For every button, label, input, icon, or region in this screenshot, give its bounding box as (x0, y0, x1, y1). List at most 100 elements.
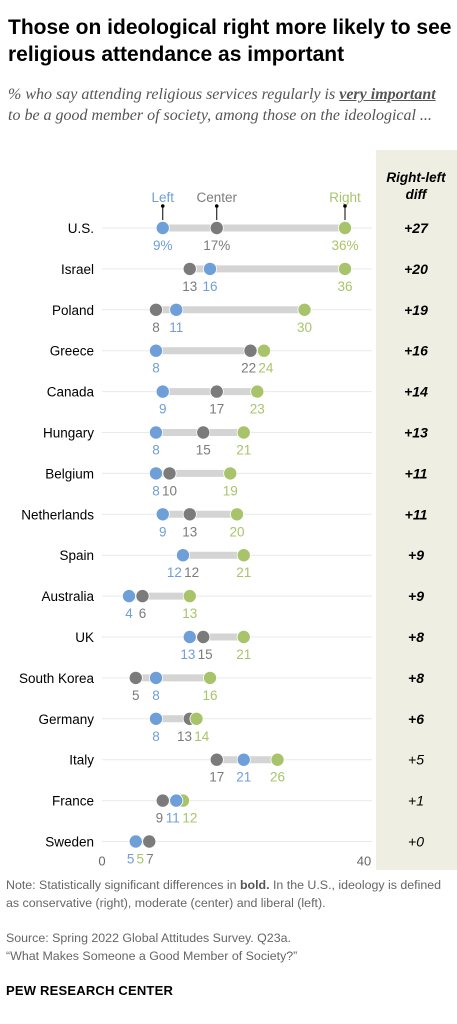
value-label-center-belgium: 10 (162, 483, 177, 498)
dot-left-u-s- (155, 221, 170, 236)
value-label-center-italy: 17 (209, 770, 224, 785)
dot-plot-chart: Right-left diff Left Center Right U.S. 9% 17% 36… (19, 150, 457, 870)
dot-right-south-korea (202, 670, 217, 685)
value-label-center-uk: 15 (198, 647, 213, 662)
brand-logo-text: PEW RESEARCH CENTER (6, 983, 174, 998)
diff-value-italy: +5 (408, 752, 424, 768)
diff-value-germany: +6 (408, 711, 424, 727)
value-label-right-france: 12 (182, 811, 197, 826)
legend-leader-dot-center (214, 204, 219, 208)
dot-center-u-s- (209, 221, 224, 236)
dot-left-israel (202, 261, 217, 276)
diff-column-panel (376, 150, 457, 870)
value-label-right-sweden: 5 (136, 852, 144, 867)
note-rest: In the U.S., ideology is defined as cons… (6, 878, 442, 910)
value-label-right-canada: 23 (250, 402, 265, 417)
country-label-germany: Germany (38, 712, 94, 727)
value-label-left-greece: 8 (152, 361, 160, 376)
value-label-right-uk: 21 (236, 647, 251, 662)
value-label-right-hungary: 21 (236, 443, 251, 458)
value-label-center-israel: 13 (182, 279, 197, 294)
dot-center-israel (182, 261, 197, 276)
value-label-center-netherlands: 13 (182, 524, 197, 539)
value-label-center-spain: 12 (184, 565, 199, 580)
chart-subtitle: % who say attending religious services r… (8, 84, 448, 126)
dot-center-hungary (196, 425, 211, 440)
value-label-right-italy: 26 (270, 770, 285, 785)
diff-value-canada: +14 (404, 384, 428, 400)
country-label-spain: Spain (59, 548, 94, 563)
dot-left-australia (122, 589, 137, 604)
value-label-right-south-korea: 16 (202, 688, 217, 703)
dot-left-netherlands (155, 507, 170, 522)
dot-right-australia (182, 589, 197, 604)
value-label-right-germany: 14 (194, 729, 210, 744)
country-label-uk: UK (75, 630, 94, 645)
value-label-center-poland: 8 (152, 320, 160, 335)
x-tick-label-0: 0 (98, 854, 105, 869)
dot-left-uk (182, 629, 197, 644)
value-label-left-germany: 8 (152, 729, 160, 744)
value-label-right-netherlands: 20 (229, 524, 244, 539)
value-label-left-spain: 12 (167, 565, 182, 580)
value-label-left-canada: 9 (159, 402, 167, 417)
country-label-netherlands: Netherlands (21, 507, 94, 522)
value-label-center-hungary: 15 (196, 443, 211, 458)
legend-leader-dot-left (160, 204, 165, 208)
dot-right-u-s- (337, 221, 352, 236)
value-label-center-australia: 6 (139, 606, 147, 621)
diff-value-u-s-: +27 (404, 220, 429, 236)
value-label-left-italy: 21 (236, 770, 251, 785)
value-label-left-u-s-: 9% (153, 238, 173, 253)
legend-left: Left (151, 190, 174, 205)
dot-right-italy (270, 752, 285, 767)
country-label-australia: Australia (41, 589, 94, 604)
dot-left-belgium (148, 466, 163, 481)
dot-left-spain (175, 548, 190, 563)
diff-value-france: +1 (408, 793, 424, 809)
value-label-left-netherlands: 9 (159, 524, 167, 539)
value-label-left-israel: 16 (202, 279, 217, 294)
note-bold: bold. (239, 878, 270, 892)
diff-value-australia: +9 (408, 588, 424, 604)
country-label-israel: Israel (61, 262, 94, 277)
diff-value-south-korea: +8 (408, 670, 424, 686)
chart-note: Note: Statistically significant differen… (6, 877, 446, 912)
value-label-left-south-korea: 8 (152, 688, 160, 703)
value-label-center-canada: 17 (209, 402, 224, 417)
dot-center-poland (148, 302, 163, 317)
dot-right-israel (337, 261, 352, 276)
dot-center-sweden (142, 834, 157, 849)
dot-right-uk (236, 629, 251, 644)
subtitle-text-after: to be a good member of society, among th… (8, 107, 432, 124)
dot-left-sweden (128, 834, 143, 849)
value-label-center-france: 9 (156, 811, 164, 826)
value-label-left-poland: 11 (169, 320, 183, 335)
diff-value-netherlands: +11 (405, 506, 428, 522)
country-label-poland: Poland (52, 303, 94, 318)
diff-value-sweden: +0 (408, 834, 424, 850)
source-line-1: Source: Spring 2022 Global Attitudes Sur… (6, 931, 291, 945)
value-label-center-south-korea: 5 (132, 688, 140, 703)
legend-right: Right (329, 190, 361, 205)
value-label-left-france: 11 (166, 811, 180, 826)
dot-left-france (169, 793, 184, 808)
diff-value-spain: +9 (408, 547, 424, 563)
diff-value-poland: +19 (404, 302, 428, 318)
dot-right-belgium (223, 466, 238, 481)
dot-left-greece (148, 343, 163, 358)
dot-right-netherlands (229, 507, 244, 522)
dot-right-germany (189, 711, 204, 726)
dot-left-italy (236, 752, 251, 767)
diff-header-line-1: Right-left (386, 170, 446, 185)
dot-center-canada (209, 384, 224, 399)
diff-header-line-2: diff (406, 187, 428, 202)
legend-center: Center (196, 190, 237, 205)
note-prefix: Note: Statistically significant differen… (6, 878, 240, 892)
country-label-italy: Italy (69, 753, 94, 768)
country-label-france: France (52, 794, 94, 809)
country-label-canada: Canada (47, 385, 95, 400)
diff-value-belgium: +11 (405, 465, 428, 481)
subtitle-text-before: % who say attending religious services r… (8, 86, 340, 103)
legend-leader-dot-right (343, 204, 347, 208)
